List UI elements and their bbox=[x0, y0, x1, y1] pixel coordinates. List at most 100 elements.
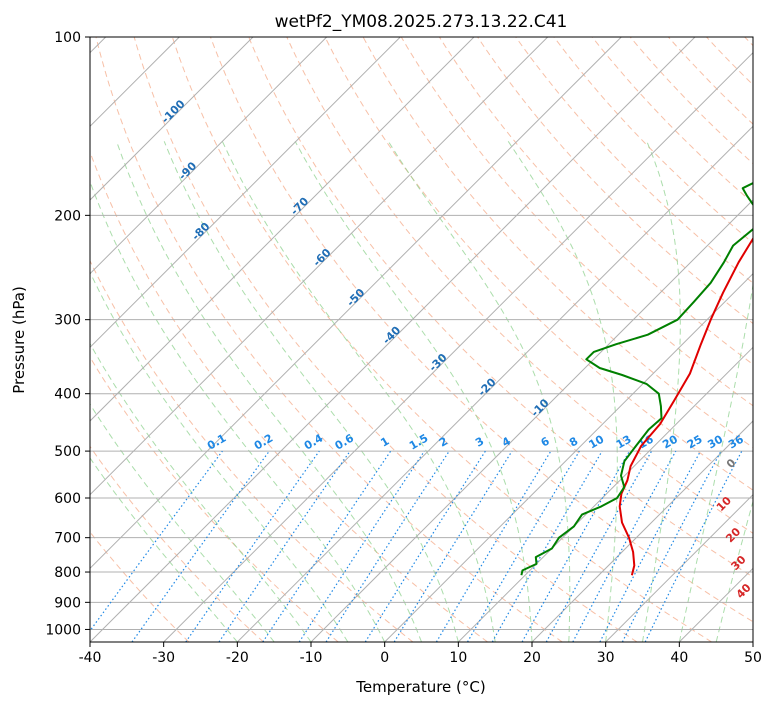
dry-adiabat-line bbox=[591, 37, 753, 204]
isotherm-line bbox=[457, 346, 753, 642]
mixing-ratio-line bbox=[262, 450, 392, 642]
isotherm-label: -70 bbox=[288, 194, 311, 217]
mixing-ratio-line bbox=[599, 450, 702, 642]
isotherm-line bbox=[90, 37, 401, 349]
mixing-ratio-line bbox=[466, 450, 580, 642]
x-tick-label: 30 bbox=[597, 650, 615, 666]
mixing-ratio-line bbox=[131, 450, 270, 642]
mixing-ratio-line bbox=[545, 450, 653, 642]
x-tick-label: 20 bbox=[523, 650, 541, 666]
x-tick-label: -40 bbox=[79, 650, 102, 666]
dry-adiabat-line bbox=[400, 37, 753, 407]
mixing-ratio-label: 0.4 bbox=[302, 431, 326, 452]
mixing-ratio-line bbox=[393, 450, 513, 642]
mixing-ratio-label: 6 bbox=[539, 434, 552, 449]
moist-adiabat-line bbox=[116, 141, 422, 642]
mixing-ratio-label: 2 bbox=[437, 435, 450, 450]
dry-adiabat-line bbox=[248, 37, 753, 578]
dry-adiabat-line bbox=[515, 37, 753, 284]
mixing-ratio-line bbox=[491, 450, 603, 642]
x-tick-label: 0 bbox=[380, 650, 389, 666]
mixing-ratio-line bbox=[185, 450, 320, 642]
isotherm-label: -10 bbox=[528, 396, 551, 419]
mixing-ratio-label: 1 bbox=[378, 435, 391, 450]
dry-adiabat-line bbox=[90, 531, 190, 642]
y-tick-label: 100 bbox=[54, 30, 81, 46]
isotherm-label: -60 bbox=[310, 246, 333, 269]
dry-adiabat-line bbox=[171, 37, 712, 642]
x-tick-label: -30 bbox=[152, 650, 175, 666]
moist-adiabat-line bbox=[221, 141, 496, 642]
dry-adiabat-line bbox=[477, 37, 753, 325]
dry-adiabat-line bbox=[133, 37, 638, 642]
dry-adiabat-line bbox=[706, 37, 753, 86]
y-tick-label: 400 bbox=[54, 387, 81, 403]
isotherm-line bbox=[90, 37, 254, 201]
x-tick-label: -10 bbox=[300, 650, 323, 666]
mixing-ratio-label: 0.6 bbox=[333, 431, 357, 452]
isotherm-label: -20 bbox=[475, 375, 498, 398]
dry-adiabat-line bbox=[629, 37, 753, 165]
isotherm-line bbox=[310, 199, 753, 642]
mixing-ratio-line bbox=[364, 450, 486, 642]
moist-adiabat-label: 30 bbox=[729, 553, 749, 573]
moist-adiabat-label: 0 bbox=[724, 456, 739, 471]
isotherm-label: -80 bbox=[189, 220, 212, 243]
y-tick-label: 600 bbox=[54, 491, 81, 507]
isotherm-label: -30 bbox=[426, 351, 449, 374]
isotherm-line bbox=[90, 37, 549, 496]
mixing-ratio-label: 1.5 bbox=[407, 432, 430, 453]
x-tick-label: -20 bbox=[226, 650, 249, 666]
dry-adiabat-line bbox=[744, 37, 753, 47]
mixing-ratio-label: 30 bbox=[705, 432, 725, 451]
moist-adiabat-line bbox=[715, 499, 753, 642]
dry-adiabat-line bbox=[90, 445, 264, 642]
x-tick-label: 50 bbox=[744, 650, 762, 666]
mixing-ratio-label: 3 bbox=[473, 435, 486, 450]
axes: -40 -30 -20 -10 0 10 20 30 40 5010020030040050060… bbox=[45, 30, 762, 666]
mixing-ratio-line bbox=[325, 450, 450, 642]
dry-adiabat-line bbox=[90, 259, 414, 642]
plot-area: 0.1 0.2 0.4 0.6 1 1.5 2 3 4 6 8 10 13 16 20 25 30 36-100-… bbox=[90, 37, 753, 642]
dry-adiabat-line bbox=[95, 37, 563, 642]
mixing-ratio-label: 8 bbox=[567, 435, 580, 450]
mixing-ratio-line bbox=[435, 450, 552, 642]
isotherm-line bbox=[752, 641, 753, 642]
dewpoint-line bbox=[520, 182, 753, 576]
isotherm-line bbox=[163, 51, 753, 642]
mixing-ratio-line bbox=[521, 450, 631, 642]
y-tick-label: 800 bbox=[54, 565, 81, 581]
mixing-ratio-label: 25 bbox=[685, 433, 705, 452]
x-tick-label: 40 bbox=[670, 650, 688, 666]
isotherm-line bbox=[605, 493, 753, 642]
mixing-ratio-label: 20 bbox=[660, 432, 680, 451]
isotherm-label: -100 bbox=[159, 97, 188, 126]
isotherm-line bbox=[90, 37, 475, 422]
dry-adiabat-line bbox=[210, 37, 753, 623]
moist-adiabat-line bbox=[90, 271, 349, 642]
dry-adiabat-line bbox=[553, 37, 753, 244]
mixing-ratio-line bbox=[298, 450, 425, 642]
isotherm-label: -40 bbox=[380, 324, 403, 347]
dry-adiabat-line bbox=[668, 37, 753, 125]
x-tick-label: 10 bbox=[449, 650, 467, 666]
y-tick-label: 900 bbox=[54, 595, 81, 611]
isotherm-label: -50 bbox=[344, 286, 367, 309]
moist-adiabat-label: 20 bbox=[723, 525, 743, 545]
mixing-ratio-label: 0.2 bbox=[252, 432, 275, 453]
isotherm-line bbox=[384, 272, 753, 642]
y-tick-label: 1000 bbox=[45, 622, 81, 638]
isotherm-line bbox=[531, 420, 753, 642]
isotherm-line bbox=[678, 567, 753, 642]
plot-frame bbox=[89, 36, 754, 643]
mixing-ratio-line bbox=[218, 450, 351, 642]
dry-adiabat-line bbox=[324, 37, 753, 491]
y-tick-label: 300 bbox=[54, 313, 81, 329]
temperature-line bbox=[618, 236, 753, 576]
chart-title: wetPf2_YM08.2025.273.13.22.C41 bbox=[275, 12, 568, 32]
mixing-ratio-line bbox=[572, 450, 677, 642]
y-tick-label: 500 bbox=[54, 444, 81, 460]
y-axis-title: Pressure (hPa) bbox=[10, 286, 28, 394]
isotherm-line bbox=[236, 125, 753, 642]
